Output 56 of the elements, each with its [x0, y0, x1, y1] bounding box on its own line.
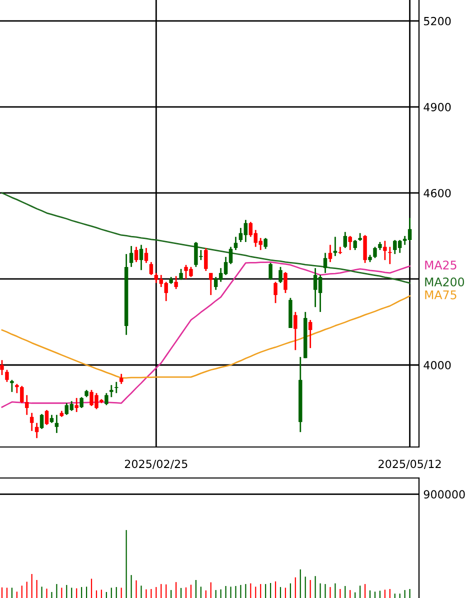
series-label: MA200 — [425, 277, 464, 286]
y-tick-label: 4900 — [424, 102, 451, 112]
y-tick-label: 5200 — [424, 16, 451, 26]
candlestick — [24, 394, 29, 416]
candlestick — [114, 381, 118, 394]
candlestick — [264, 237, 268, 250]
candlestick — [323, 252, 328, 274]
candlestick — [328, 244, 332, 263]
candlestick — [179, 268, 183, 281]
candlestick — [20, 385, 24, 404]
candlestick — [10, 379, 14, 393]
candlestick — [204, 247, 208, 272]
candlestick — [119, 373, 124, 385]
candlestick — [348, 235, 352, 251]
candlestick — [333, 236, 338, 257]
line-series — [1, 261, 410, 408]
x-tick-label: 2025/05/12 — [378, 460, 441, 469]
line-series — [1, 192, 410, 284]
candlestick — [110, 384, 114, 398]
candlestick — [139, 244, 144, 271]
candlestick — [388, 246, 392, 265]
series-label: MA75 — [425, 290, 456, 300]
candlestick — [0, 359, 4, 376]
y-tick-label: 4000 — [424, 360, 451, 370]
x-tick-label: 2025/02/25 — [124, 460, 188, 469]
series-label: MA25 — [425, 260, 456, 270]
candlestick — [44, 409, 49, 426]
candlestick — [274, 281, 278, 304]
candlestick — [338, 246, 342, 255]
y-tick-label: 900000 — [424, 490, 465, 499]
candlestick — [234, 236, 238, 251]
candlestick — [134, 246, 138, 263]
candlestick — [104, 392, 108, 406]
candlestick — [80, 396, 84, 409]
candlestick — [373, 246, 377, 259]
candlestick — [149, 261, 154, 276]
candlestick — [209, 272, 213, 296]
candlestick — [294, 311, 298, 351]
y-tick-label: 4600 — [424, 188, 451, 198]
candlestick — [74, 397, 78, 413]
candlestick — [353, 239, 357, 251]
candlestick — [268, 262, 272, 281]
candlestick — [343, 231, 348, 249]
candlestick — [5, 369, 9, 383]
candlestick — [174, 275, 178, 290]
candlestick — [54, 414, 59, 434]
candlestick — [34, 422, 39, 439]
candlestick — [278, 266, 282, 284]
candlestick — [144, 247, 148, 264]
candlestick — [284, 271, 288, 294]
candlestick — [129, 245, 134, 268]
candlestick — [383, 240, 387, 261]
candlestick — [308, 319, 312, 349]
candlestick — [15, 383, 19, 394]
candlestick — [40, 413, 44, 430]
candlestick — [30, 412, 34, 432]
